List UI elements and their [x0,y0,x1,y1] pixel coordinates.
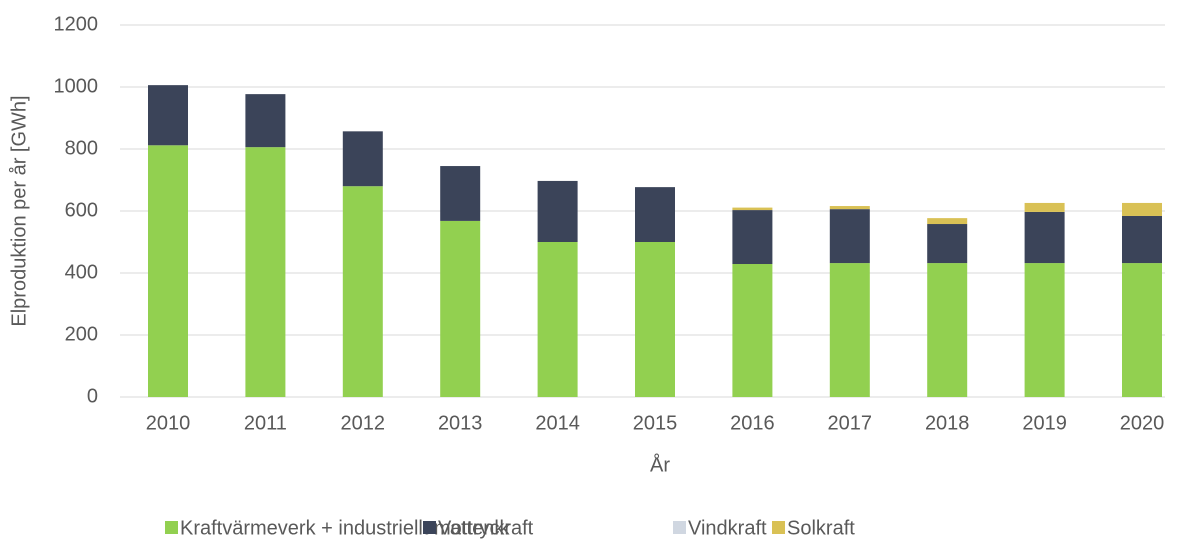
bar-segment [245,94,286,148]
bar-segment [245,147,286,397]
bar-segment [927,263,968,397]
y-tick-label: 600 [65,199,98,221]
y-tick-label: 800 [65,137,98,159]
x-tick-label: 2019 [1022,412,1067,434]
legend-swatch [772,521,785,534]
bar-segment [1024,263,1065,397]
bar-segment [342,131,383,187]
legend-label: Vattenkraft [438,517,534,539]
bar-segment [440,166,481,221]
bar-segment [537,242,578,397]
bar-segment [927,218,968,225]
bar-segment [732,264,773,397]
x-tick-label: 2013 [438,412,483,434]
x-tick-label: 2010 [146,412,191,434]
x-tick-label: 2018 [925,412,970,434]
bar-segment [732,207,773,211]
x-tick-label: 2017 [828,412,873,434]
legend-swatch [165,521,178,534]
y-axis-label: Elproduktion per år [GWh] [8,95,30,326]
bar-segment [927,224,968,264]
legend-swatch [673,521,686,534]
x-tick-label: 2020 [1120,412,1165,434]
bar-segment [1122,215,1162,264]
x-tick-label: 2011 [244,412,287,434]
bar-segment [635,242,675,397]
legend-swatch [423,521,436,534]
bar-segment [148,145,188,397]
legend-label: Solkraft [787,517,855,539]
y-tick-label: 0 [87,385,98,407]
y-tick-label: 200 [65,323,98,345]
x-axis-label: År [650,453,670,476]
bar-segment [342,186,383,397]
bar-segment [1024,211,1065,264]
bar-segment [829,263,870,397]
bar-segment [635,187,675,242]
bar-segment [829,206,870,210]
bar-segment [440,220,481,397]
bar-segment [148,85,188,146]
bar-segment [537,180,578,242]
bar-segment [1024,202,1065,212]
bar-segment [829,209,870,264]
bar-segment [732,210,773,265]
y-tick-label: 1200 [54,13,99,35]
bar-segment [1122,202,1162,216]
x-tick-label: 2012 [341,412,386,434]
y-tick-label: 1000 [54,75,99,97]
y-tick-label: 400 [65,261,98,283]
x-tick-label: 2014 [535,412,580,434]
legend-label: Vindkraft [688,517,767,539]
x-tick-label: 2015 [633,412,678,434]
bar-segment [1122,263,1162,397]
x-tick-label: 2016 [730,412,775,434]
